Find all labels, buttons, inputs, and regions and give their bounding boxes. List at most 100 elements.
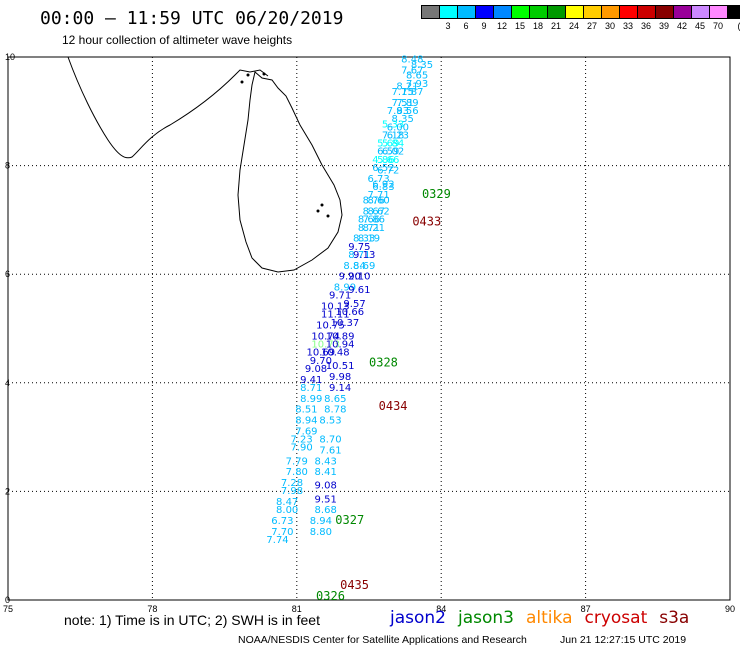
wave-height-reading: 7.61 xyxy=(319,445,341,456)
color-scale-label: 3 xyxy=(445,21,451,31)
wave-height-reading: 9.20 xyxy=(339,272,361,283)
color-scale-swatches xyxy=(421,5,740,19)
wave-height-reading: 6.59 xyxy=(377,147,399,158)
wave-height-reading: 8.71 xyxy=(358,223,380,234)
color-scale-unit: (ft) xyxy=(738,21,740,31)
y-tick-label: 8 xyxy=(5,161,10,171)
island-dot xyxy=(320,203,324,207)
color-swatch xyxy=(620,6,638,18)
wave-height-reading: 8.35 xyxy=(411,60,433,71)
wave-height-reading: 10.89 xyxy=(326,331,355,342)
color-swatch xyxy=(728,6,740,18)
wave-height-reading: 8.65 xyxy=(324,394,346,405)
legend-altika: altika xyxy=(526,608,573,628)
wave-height-reading: 7.28 xyxy=(281,478,303,489)
wave-height-reading: 8.19 xyxy=(358,234,380,245)
island-dot xyxy=(240,80,244,84)
color-scale-label: 24 xyxy=(568,21,580,31)
pass-time-label: 0434 xyxy=(379,399,408,413)
wave-height-reading: 5.33 xyxy=(382,120,404,131)
wave-height-reading: 10.75 xyxy=(316,321,345,332)
wave-height-reading: 7.69 xyxy=(295,426,317,437)
color-scale-label: 70 xyxy=(712,21,724,31)
color-swatch xyxy=(512,6,530,18)
wave-height-reading: 10.37 xyxy=(331,318,360,329)
wave-height-reading: 8.71 xyxy=(348,250,370,261)
x-tick-label: 75 xyxy=(3,604,13,614)
wave-height-reading: 9.98 xyxy=(329,372,351,383)
coastline-india xyxy=(67,56,269,159)
y-tick-label: 4 xyxy=(5,378,10,388)
wave-height-reading: 7.67 xyxy=(401,65,423,76)
wave-height-reading: 8.94 xyxy=(295,416,317,427)
color-swatch xyxy=(458,6,476,18)
color-scale-label: 21 xyxy=(550,21,562,31)
wave-height-reading: 7.87 xyxy=(401,87,423,98)
wave-height-reading: 9.51 xyxy=(315,494,337,505)
wave-height-reading: 9.08 xyxy=(315,481,337,492)
x-tick-label: 84 xyxy=(436,604,446,614)
wave-height-reading: 7.15 xyxy=(392,87,414,98)
wave-height-reading: 8.47 xyxy=(276,497,298,508)
wave-height-reading: 8.51 xyxy=(295,405,317,416)
wave-height-reading: 7.86 xyxy=(363,215,385,226)
wave-height-reading: 7.74 xyxy=(266,535,288,546)
pass-time-label: 0329 xyxy=(422,187,451,201)
wave-height-reading: 9.08 xyxy=(305,364,327,375)
wave-height-reading: 9.41 xyxy=(300,375,322,386)
wave-height-reading: 8.66 xyxy=(358,215,380,226)
pass-time-label: 0328 xyxy=(369,356,398,370)
wave-height-reading: 5.84 xyxy=(382,139,404,150)
x-tick-label: 78 xyxy=(147,604,157,614)
wave-height-reading: 8.99 xyxy=(300,394,322,405)
wave-height-reading: 7.51 xyxy=(392,98,414,109)
wave-height-reading: 6.73 xyxy=(271,516,293,527)
color-scale-label: 15 xyxy=(514,21,526,31)
wave-height-reading: 6.52 xyxy=(372,163,394,174)
color-scale-label: 45 xyxy=(694,21,706,31)
color-scale-label: 9 xyxy=(481,21,487,31)
wave-height-reading: 8.41 xyxy=(315,467,337,478)
wave-height-reading: 8.53 xyxy=(319,416,341,427)
map-frame xyxy=(7,56,731,601)
wave-height-reading: 9.13 xyxy=(353,250,375,261)
wave-height-reading: 10.48 xyxy=(321,348,350,359)
wave-height-reading: 8.84 xyxy=(343,261,365,272)
color-swatch xyxy=(476,6,494,18)
wave-height-reading: 8.99 xyxy=(334,282,356,293)
color-swatch xyxy=(494,6,512,18)
coastline-sri-lanka xyxy=(237,71,343,273)
color-scale-label: 27 xyxy=(586,21,598,31)
island-dot xyxy=(262,72,266,76)
wave-height-reading: 7.89 xyxy=(396,98,418,109)
color-swatch xyxy=(638,6,656,18)
y-tick-label: 10 xyxy=(5,52,15,62)
note-text: note: 1) Time is in UTC; 2) SWH is in fe… xyxy=(64,612,320,628)
wave-height-reading: 9.14 xyxy=(329,383,351,394)
wave-height-reading: 8.70 xyxy=(319,435,341,446)
x-tick-label: 87 xyxy=(581,604,591,614)
wave-height-reading: 7.79 xyxy=(286,456,308,467)
island-dot xyxy=(326,214,330,218)
wave-height-reading: 8.65 xyxy=(406,71,428,82)
wave-height-reading: 7.71 xyxy=(367,190,389,201)
wave-height-reading: 7.98 xyxy=(281,486,303,497)
wave-height-reading: 8.69 xyxy=(353,261,375,272)
wave-height-reading: 6.72 xyxy=(377,166,399,177)
wave-height-reading: 10.69 xyxy=(307,348,336,359)
satellite-legend: jason2 jason3 altika cryosat s3a xyxy=(390,608,701,628)
wave-height-reading: 6.02 xyxy=(382,147,404,158)
map-subtitle: 12 hour collection of altimeter wave hei… xyxy=(62,33,293,47)
color-scale-label: 42 xyxy=(676,21,688,31)
wave-height-reading: 7.93 xyxy=(406,79,428,90)
color-swatch xyxy=(674,6,692,18)
generated-timestamp: Jun 21 12:27:15 UTC 2019 xyxy=(560,634,687,646)
wave-height-reading: 4.86 xyxy=(372,155,394,166)
wave-height-reading: 8.67 xyxy=(363,206,385,217)
color-scale-label: 30 xyxy=(604,21,616,31)
color-swatch xyxy=(566,6,584,18)
wave-height-reading: 10.74 xyxy=(311,331,340,342)
